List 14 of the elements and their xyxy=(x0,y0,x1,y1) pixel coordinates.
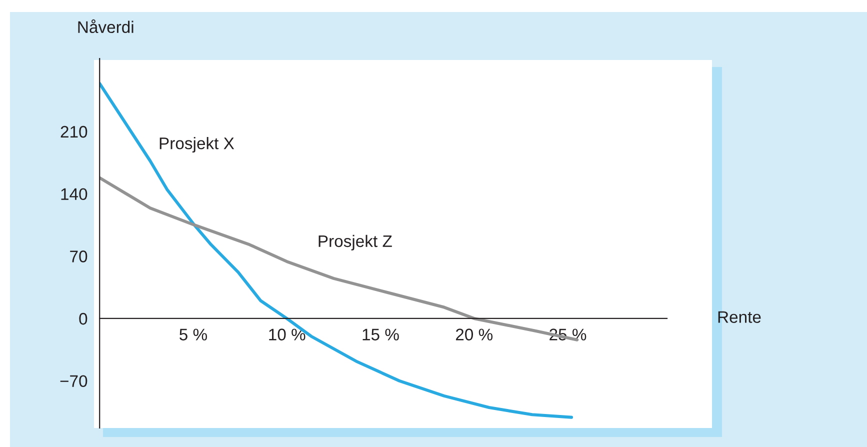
x-tick-label: 5 % xyxy=(180,328,207,340)
y-axis-title: Nåverdi xyxy=(78,19,134,34)
series-label: Prosjekt X xyxy=(160,137,234,153)
y-tick-label: −70 xyxy=(60,375,88,388)
x-tick-label: 20 % xyxy=(456,328,493,340)
series-label: Prosjekt Z xyxy=(318,234,392,250)
x-tick-label: 10 % xyxy=(269,328,306,340)
y-tick-label: 210 xyxy=(60,126,88,138)
x-tick-label: 15 % xyxy=(362,328,399,340)
y-tick-label: 140 xyxy=(61,188,88,200)
y-tick-label: 70 xyxy=(70,250,88,262)
line-series xyxy=(100,82,574,419)
x-axis-title: Rente xyxy=(718,311,761,323)
y-tick-label: 0 xyxy=(79,312,88,325)
